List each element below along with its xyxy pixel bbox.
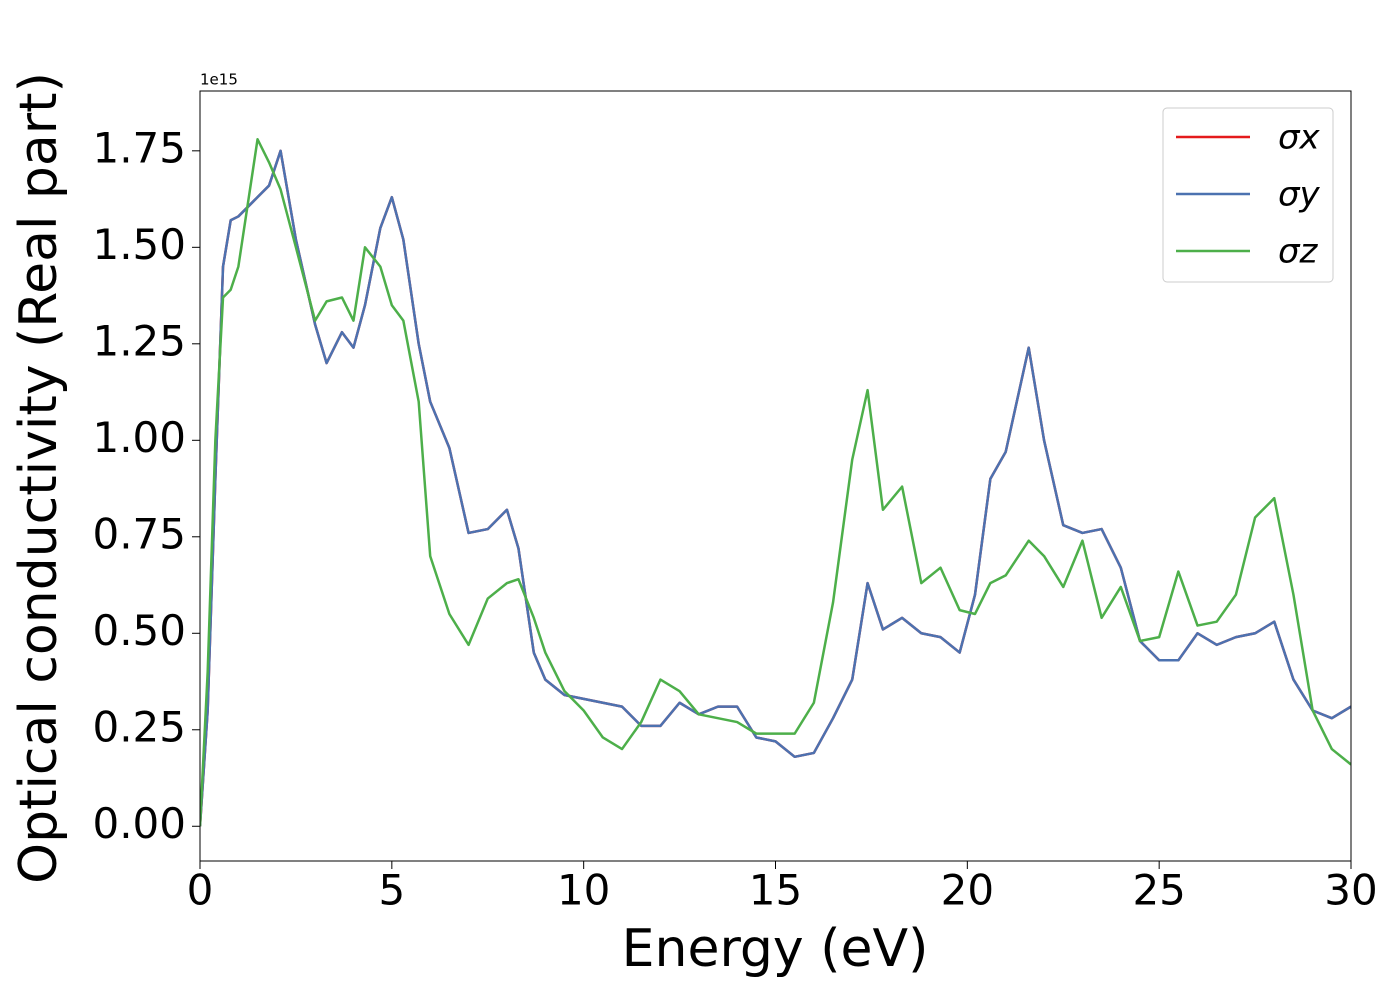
x-tick-label: 10 [557, 866, 610, 915]
y-offset-label: 1e15 [200, 71, 238, 89]
y-axis-title: Optical conductivity (Real part) [9, 72, 69, 884]
x-axis-title: Energy (eV) [622, 919, 929, 979]
x-tick-label: 25 [1132, 866, 1185, 915]
x-tick-label: 20 [941, 866, 994, 915]
y-tick-label: 1.00 [92, 413, 186, 462]
x-tick-label: 0 [187, 866, 214, 915]
x-tick-label: 5 [378, 866, 405, 915]
legend-label: σz [1278, 232, 1319, 272]
legend-label: σx [1278, 118, 1321, 158]
y-tick-label: 1.25 [92, 316, 186, 365]
y-tick-label: 0.00 [92, 799, 186, 848]
y-tick-label: 1.50 [92, 220, 186, 269]
plot-frame [199, 90, 1352, 862]
series-line [200, 137, 1351, 827]
y-tick-label: 1.75 [92, 123, 186, 172]
series-line [200, 149, 1351, 827]
y-tick-label: 0.25 [92, 702, 186, 751]
x-tick-label: 30 [1324, 866, 1377, 915]
legend-label: σy [1278, 175, 1321, 215]
y-tick-label: 0.75 [92, 509, 186, 558]
y-tick-label: 0.50 [92, 606, 186, 655]
x-tick-label: 15 [749, 866, 802, 915]
